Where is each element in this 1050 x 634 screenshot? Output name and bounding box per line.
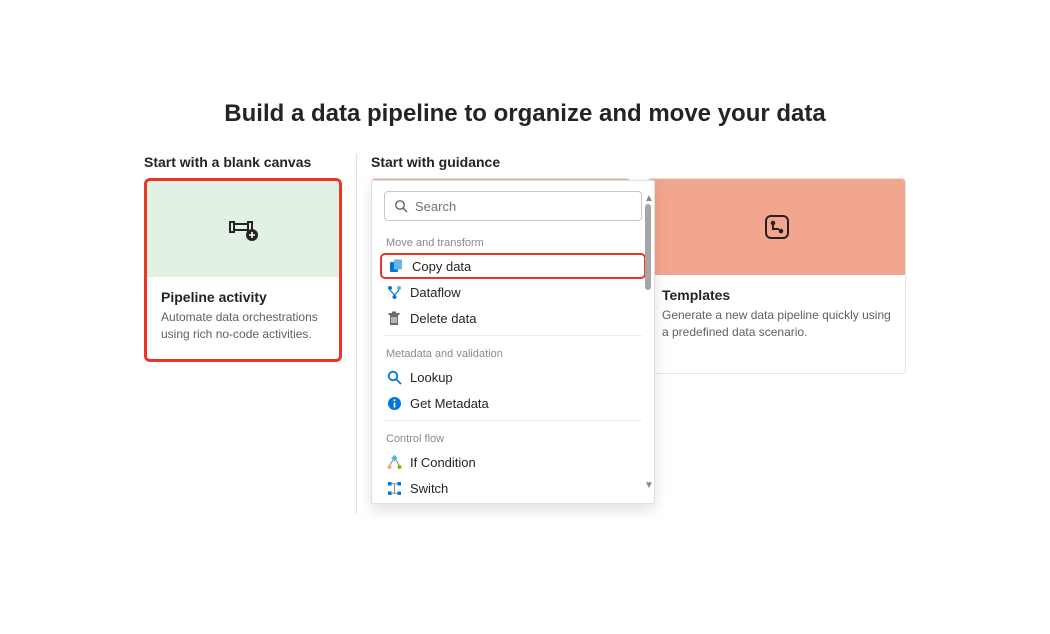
card-icon-area <box>648 179 905 275</box>
card-body: Pipeline activity Automate data orchestr… <box>147 277 339 359</box>
card-desc: Automate data orchestrations using rich … <box>161 309 325 343</box>
scroll-down-icon[interactable]: ▼ <box>644 480 652 491</box>
card-title: Pipeline activity <box>161 289 325 305</box>
pipeline-icon <box>227 215 259 243</box>
item-switch[interactable]: Switch <box>372 475 654 501</box>
group-label: Control flow <box>372 425 654 449</box>
item-label: Switch <box>410 481 448 496</box>
item-lookup[interactable]: Lookup <box>372 364 654 390</box>
delete-icon <box>386 310 402 326</box>
activity-dropdown: Move and transform Copy data Dataflow <box>371 180 655 504</box>
item-label: If Condition <box>410 455 476 470</box>
card-pipeline-activity[interactable]: Pipeline activity Automate data orchestr… <box>144 178 342 362</box>
copy-icon <box>388 258 404 274</box>
card-desc: Generate a new data pipeline quickly usi… <box>662 307 891 341</box>
left-heading: Start with a blank canvas <box>144 154 342 170</box>
search-icon <box>393 198 409 214</box>
item-label: Copy data <box>412 259 471 274</box>
info-icon <box>386 395 402 411</box>
left-column: Start with a blank canvas <box>144 154 342 362</box>
card-templates[interactable]: Templates Generate a new data pipeline q… <box>647 178 906 374</box>
right-heading: Start with guidance <box>371 154 906 170</box>
if-condition-icon <box>386 454 402 470</box>
card-icon-area <box>147 181 339 277</box>
item-label: Lookup <box>410 370 453 385</box>
lookup-icon <box>386 369 402 385</box>
item-get-metadata[interactable]: Get Metadata <box>372 390 654 416</box>
switch-icon <box>386 480 402 496</box>
right-column: Start with guidance ample data ata pipel… <box>356 154 906 514</box>
item-label: Delete data <box>410 311 477 326</box>
templates-icon <box>763 213 791 241</box>
item-label: Get Metadata <box>410 396 489 411</box>
item-copy-data[interactable]: Copy data <box>380 253 646 279</box>
item-dataflow[interactable]: Dataflow <box>372 279 654 305</box>
group-label: Metadata and validation <box>372 340 654 364</box>
item-delete-data[interactable]: Delete data <box>372 305 654 331</box>
card-title: Templates <box>662 287 891 303</box>
dropdown-list: Move and transform Copy data Dataflow <box>372 225 654 503</box>
search-input[interactable] <box>415 199 633 214</box>
layout-columns: Start with a blank canvas <box>0 154 1050 514</box>
scroll-up-icon[interactable]: ▲ <box>644 193 652 204</box>
search-box[interactable] <box>384 191 642 221</box>
group-label: Move and transform <box>372 229 654 253</box>
item-if-condition[interactable]: If Condition <box>372 449 654 475</box>
dataflow-icon <box>386 284 402 300</box>
scroll-thumb[interactable] <box>645 204 651 290</box>
item-label: Dataflow <box>410 285 461 300</box>
scrollbar[interactable]: ▲ ▼ <box>644 193 652 491</box>
page-title: Build a data pipeline to organize and mo… <box>0 100 1050 128</box>
